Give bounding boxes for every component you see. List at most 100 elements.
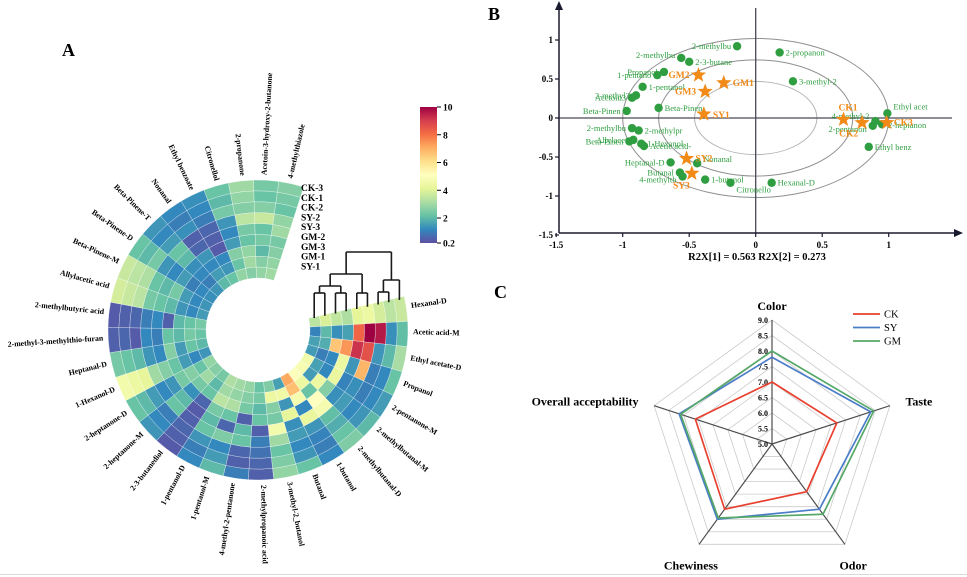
colorbar-tick-label: 6 xyxy=(443,159,448,169)
heatmap-cell xyxy=(341,324,354,341)
loading-label: 2-3-butane xyxy=(695,57,732,67)
compound-label: 1-Hexanol-D xyxy=(74,385,117,410)
heatmap-cell xyxy=(183,328,197,342)
compound-label: Nonanal xyxy=(150,177,174,206)
loading-point xyxy=(775,48,784,57)
compound-label: 2-pentanone-M xyxy=(390,403,439,437)
colorbar-tick-label: 10 xyxy=(443,104,453,114)
loading-point xyxy=(700,175,710,184)
compound-label: 3-methyl-2_butanol xyxy=(285,481,306,548)
score-star xyxy=(854,114,870,130)
compound-label: Propanol xyxy=(402,379,435,399)
heatmap-cell xyxy=(162,311,176,329)
sample-ring-label: SY-2 xyxy=(301,213,320,223)
x-tick-label: -0.5 xyxy=(682,240,697,250)
radar-axis-title: Chewiness xyxy=(664,559,718,573)
heatmap-cell xyxy=(173,313,186,329)
sample-ring-label: GM-2 xyxy=(301,233,326,243)
score-star xyxy=(684,165,700,180)
loading-label: 2-propanon xyxy=(786,47,826,57)
y-tick-label: -1 xyxy=(546,191,554,201)
heatmap-cell xyxy=(255,245,271,258)
compound-label: 1-pentanol-M xyxy=(189,474,212,521)
panel-a-label: A xyxy=(62,40,75,60)
radar-spoke xyxy=(653,405,773,445)
radar-grid-ring xyxy=(727,397,817,483)
radar-tick-label: 9.0 xyxy=(758,316,768,325)
heatmap-cell xyxy=(253,201,277,215)
compound-label: 4-methyl-2-pentanone xyxy=(217,482,237,556)
score-label: SY3 xyxy=(673,181,690,191)
x-tick-label: 0 xyxy=(753,240,758,250)
loading-point xyxy=(627,93,637,102)
heatmap-cell xyxy=(255,266,268,279)
x-axis-arrow xyxy=(954,229,963,237)
heatmap-cell xyxy=(252,392,266,405)
heatmap-cell xyxy=(249,446,272,459)
radar-tick-label: 5.5 xyxy=(758,425,768,434)
radar-series-CK xyxy=(694,381,838,511)
loading-point xyxy=(625,137,634,146)
heatmap-cell xyxy=(129,327,143,350)
loading-point xyxy=(868,121,877,130)
heatmap-cell xyxy=(251,413,269,426)
loading-point xyxy=(627,123,637,133)
score-label: GM3 xyxy=(675,87,696,97)
loading-label: Beta-Pinen xyxy=(583,106,622,116)
heatmap-cell xyxy=(264,267,278,281)
loading-point xyxy=(639,141,649,151)
loading-point xyxy=(677,53,686,63)
colorbar-tick-label: 8 xyxy=(443,131,448,141)
compound-label: Allylacetic acid xyxy=(59,268,111,290)
loading-point xyxy=(654,103,663,113)
legend-label: SY xyxy=(884,323,898,334)
loading-point xyxy=(666,158,675,167)
y-tick-label: -1.5 xyxy=(539,230,554,240)
compound-label: 2-propanone xyxy=(234,133,248,177)
loading-label: 2-methylpr xyxy=(645,125,683,135)
loading-label: 2-methylbu xyxy=(692,41,732,51)
compound-label: Ethyl acetate-D xyxy=(410,353,463,372)
heatmap-cell xyxy=(254,234,272,247)
loading-label: 2-methyl3 xyxy=(595,90,630,100)
compound-label: 2-heptanone-M xyxy=(102,429,146,471)
score-star xyxy=(696,106,712,121)
panel-c-label: C xyxy=(494,282,507,302)
loading-label: 1-pentanol xyxy=(649,82,686,92)
heatmap-cell xyxy=(331,324,343,340)
heatmap-cell xyxy=(385,321,398,346)
loading-label: 4-methylth xyxy=(639,175,677,185)
heatmap-cell xyxy=(320,325,333,339)
x-tick-label: 0.5 xyxy=(817,240,829,250)
score-star xyxy=(690,67,707,82)
compound-label: Citronellol xyxy=(203,145,222,183)
heatmap-cell xyxy=(250,435,271,448)
compound-label: 2-methylbutyric acid xyxy=(34,300,105,316)
loading-point xyxy=(788,77,798,86)
loading-label: Acetic acid- xyxy=(650,141,691,151)
radar-axis-title: Color xyxy=(757,299,787,313)
heatmap-cell xyxy=(162,328,175,345)
heatmap-cell xyxy=(238,234,256,248)
score-star xyxy=(678,150,695,166)
score-label: CK2 xyxy=(839,130,858,140)
compound-label: Heptanal-D xyxy=(68,359,108,377)
loading-point xyxy=(864,142,873,152)
loading-label: Nonanal xyxy=(703,154,732,164)
score-label: GM1 xyxy=(733,79,754,89)
loading-label: Propanol xyxy=(627,67,658,77)
loading-label: Allylacet xyxy=(596,135,628,145)
heatmap-cell xyxy=(254,212,275,225)
x-tick-label: -1 xyxy=(619,240,627,250)
compound-label: 1-pentanol-D xyxy=(159,463,188,506)
heatmap-cell xyxy=(374,322,387,345)
heatmap-cell xyxy=(243,255,257,269)
loading-label: 2-heptanon xyxy=(888,120,927,130)
loading-label: 1-pentano xyxy=(617,70,651,80)
loading-label: 3-methyl-2 xyxy=(799,76,837,86)
compound-label: Beta-Pinene-M xyxy=(72,236,122,266)
loading-label: 2-methylbu xyxy=(587,123,627,133)
loading-label: Butanal xyxy=(647,168,674,178)
loading-label: Hexanal-D xyxy=(778,178,815,188)
